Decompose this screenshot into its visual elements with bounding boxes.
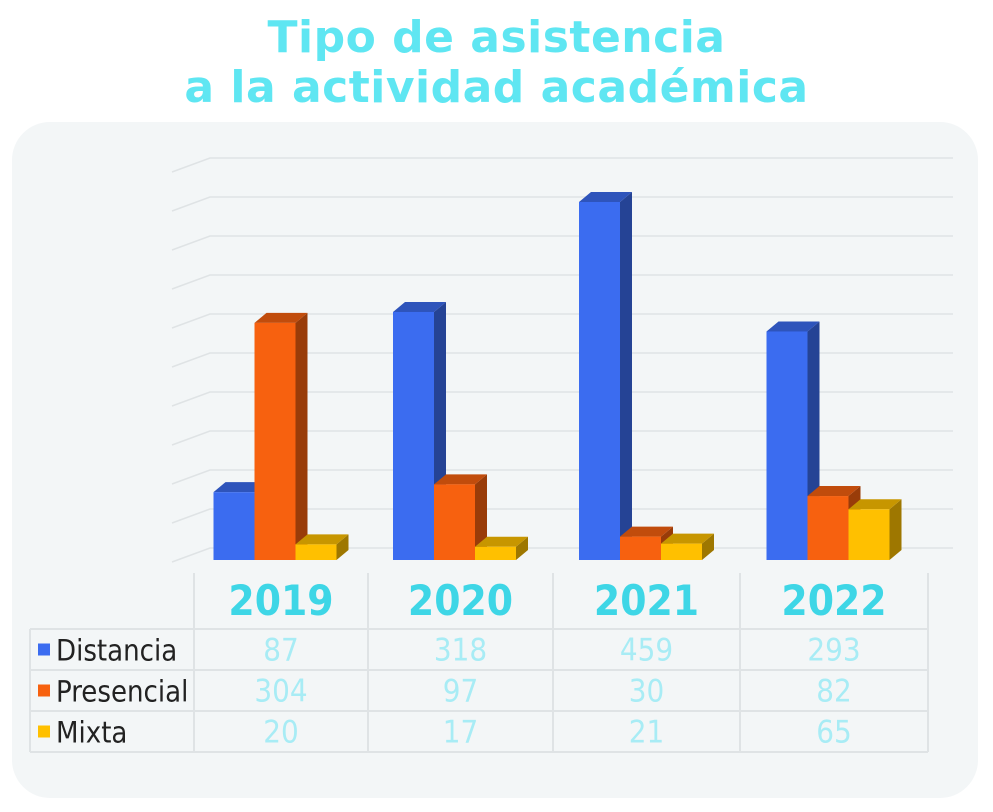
gridline — [171, 313, 953, 329]
bar-side — [516, 536, 528, 560]
bar-top — [475, 536, 528, 547]
bar-front — [807, 496, 849, 560]
gridline — [171, 469, 953, 485]
gridline — [171, 157, 953, 173]
bar-presencial-2019 — [254, 312, 308, 560]
bar-front — [434, 484, 475, 560]
gridline — [171, 274, 953, 290]
data-label: 293 — [807, 633, 860, 669]
gridline — [171, 391, 953, 407]
year-label-2020: 2020 — [408, 576, 513, 625]
bar-top — [254, 312, 308, 323]
year-label-2019: 2019 — [228, 576, 333, 625]
bar-mixta-2019 — [295, 534, 349, 560]
bar-front — [213, 492, 255, 560]
legend-swatch-distancia — [38, 643, 50, 656]
legend-label-mixta: Mixta — [56, 716, 127, 750]
data-label: 87 — [263, 633, 298, 669]
gridline — [171, 235, 953, 251]
data-label: 318 — [434, 633, 487, 669]
bar-side — [475, 474, 487, 560]
bar-side — [295, 312, 308, 560]
legend-swatch-presencial — [38, 684, 50, 697]
bar-top — [661, 533, 714, 544]
bar-top — [807, 486, 861, 497]
data-label: 304 — [254, 674, 307, 710]
bar-front — [661, 543, 702, 560]
year-label-2021: 2021 — [594, 576, 699, 625]
bar-top — [579, 191, 632, 202]
bar-front — [579, 201, 620, 561]
year-label-2022: 2022 — [781, 576, 886, 625]
data-label: 30 — [629, 674, 664, 710]
bar-side — [889, 499, 902, 560]
bar-mixta-2022 — [848, 499, 902, 560]
data-label: 65 — [816, 715, 851, 751]
data-label: 97 — [443, 674, 478, 710]
chart-title-line-1: Tipo de asistencia — [267, 12, 726, 63]
bar-top — [766, 321, 820, 332]
bar-front — [766, 331, 808, 560]
bar-front — [295, 544, 337, 560]
bar-distancia-2022 — [766, 321, 820, 560]
gridline — [171, 430, 953, 446]
data-label: 21 — [629, 715, 664, 751]
legend-label-presencial: Presencial — [56, 675, 188, 709]
bar-top — [393, 301, 446, 312]
bar-side — [620, 191, 632, 561]
bar-front — [620, 536, 661, 560]
bar-front — [254, 322, 296, 560]
legend-swatch-mixta — [38, 725, 50, 738]
bar-top — [295, 534, 349, 545]
data-label: 17 — [443, 715, 478, 751]
bar-top — [213, 482, 267, 493]
bar-top — [620, 526, 673, 537]
bar-top — [848, 499, 902, 510]
bar-presencial-2020 — [434, 474, 487, 560]
data-label: 82 — [816, 674, 851, 710]
gridline — [171, 196, 953, 212]
gridline — [171, 352, 953, 368]
bar-side — [336, 534, 349, 560]
bar-front — [393, 311, 434, 560]
bar-mixta-2021 — [661, 533, 714, 560]
bar-presencial-2022 — [807, 486, 861, 560]
gridline — [171, 508, 953, 524]
chart-title-line-2: a la actividad académica — [184, 62, 809, 113]
data-label: 459 — [620, 633, 673, 669]
data-label: 20 — [263, 715, 298, 751]
bar-side — [702, 533, 714, 560]
bar-front — [475, 546, 516, 560]
bar-top — [434, 474, 487, 485]
bar-mixta-2020 — [475, 536, 528, 560]
bar-distancia-2021 — [579, 191, 632, 561]
bar-front — [848, 509, 890, 560]
legend-label-distancia: Distancia — [56, 634, 177, 668]
